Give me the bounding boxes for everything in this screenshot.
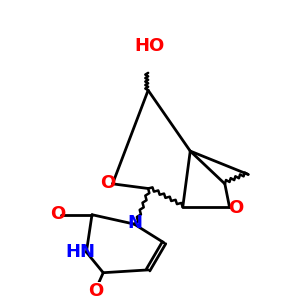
Text: O: O <box>88 282 103 300</box>
Text: HN: HN <box>65 243 95 261</box>
Text: O: O <box>50 205 65 223</box>
Text: HO: HO <box>134 37 164 55</box>
Text: N: N <box>127 214 142 232</box>
Text: O: O <box>228 199 243 217</box>
Text: O: O <box>100 174 115 192</box>
